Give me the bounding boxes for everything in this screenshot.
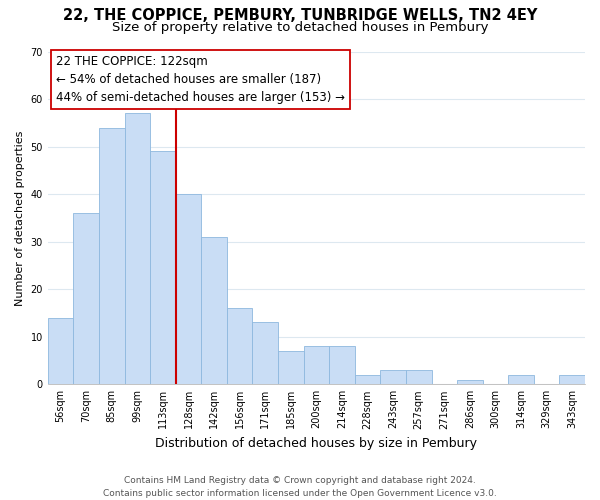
Bar <box>176 194 201 384</box>
Bar <box>457 380 482 384</box>
Text: 22 THE COPPICE: 122sqm
← 54% of detached houses are smaller (187)
44% of semi-de: 22 THE COPPICE: 122sqm ← 54% of detached… <box>56 55 345 104</box>
X-axis label: Distribution of detached houses by size in Pembury: Distribution of detached houses by size … <box>155 437 478 450</box>
Bar <box>329 346 355 385</box>
Bar <box>355 375 380 384</box>
Bar <box>380 370 406 384</box>
Bar <box>278 351 304 384</box>
Bar <box>227 308 253 384</box>
Bar <box>304 346 329 385</box>
Text: Contains HM Land Registry data © Crown copyright and database right 2024.
Contai: Contains HM Land Registry data © Crown c… <box>103 476 497 498</box>
Bar <box>125 114 150 384</box>
Text: Size of property relative to detached houses in Pembury: Size of property relative to detached ho… <box>112 21 488 34</box>
Bar <box>253 322 278 384</box>
Text: 22, THE COPPICE, PEMBURY, TUNBRIDGE WELLS, TN2 4EY: 22, THE COPPICE, PEMBURY, TUNBRIDGE WELL… <box>63 8 537 22</box>
Bar <box>406 370 431 384</box>
Bar <box>99 128 125 384</box>
Bar <box>150 152 176 384</box>
Bar <box>559 375 585 384</box>
Bar <box>73 213 99 384</box>
Bar <box>201 237 227 384</box>
Y-axis label: Number of detached properties: Number of detached properties <box>15 130 25 306</box>
Bar <box>48 318 73 384</box>
Bar <box>508 375 534 384</box>
